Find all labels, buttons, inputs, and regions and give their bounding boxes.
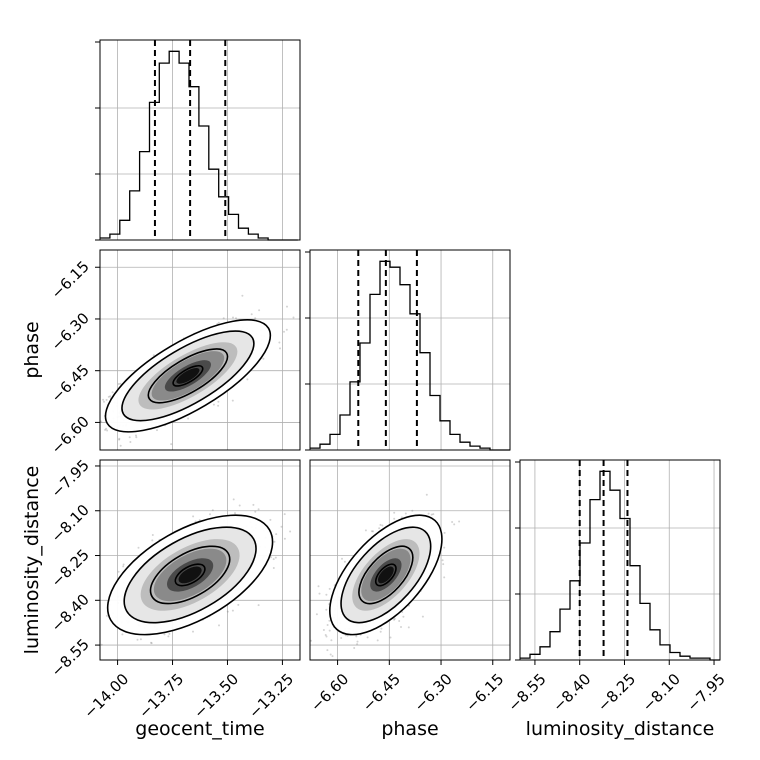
y-tick-label: −6.45: [48, 361, 93, 406]
x-tick-label: −6.60: [307, 670, 352, 715]
x-tick-label: −8.40: [549, 670, 594, 715]
y-tick-label: −6.15: [48, 257, 93, 302]
scatter-panel-geocent_time-phase: [99, 249, 301, 451]
y-axis-label-luminosity_distance: luminosity_distance: [21, 466, 43, 655]
x-axis-label-phase: phase: [381, 718, 438, 740]
x-axis-label-luminosity_distance: luminosity_distance: [526, 718, 715, 740]
y-tick-label: −8.25: [48, 546, 93, 591]
panel-frame: [309, 249, 511, 451]
panel-frame: [99, 249, 301, 451]
x-tick-label: −6.45: [359, 670, 404, 715]
x-axis-label-geocent_time: geocent_time: [135, 718, 264, 740]
y-tick-label: −7.95: [48, 456, 93, 501]
panel-frame: [99, 39, 301, 241]
y-tick-label: −6.60: [48, 413, 93, 458]
x-tick-label: −8.25: [594, 670, 639, 715]
x-tick-label: −6.30: [411, 670, 456, 715]
y-tick-label: −8.40: [48, 590, 93, 635]
y-tick-label: −6.30: [48, 309, 93, 354]
x-tick-label: −8.55: [504, 670, 549, 715]
x-tick-label: −13.75: [135, 670, 187, 722]
density-contours: [106, 514, 274, 636]
y-tick-label: −8.10: [48, 501, 93, 546]
hist-panel-luminosity_distance: [515, 459, 721, 661]
histogram-phase: [310, 260, 510, 451]
hist-panel-geocent_time: [95, 39, 301, 241]
panel-frame: [309, 459, 511, 661]
scatter-panel-phase-luminosity_distance: [309, 459, 511, 661]
y-axis-label-phase: phase: [21, 321, 43, 378]
panel-frame: [99, 459, 301, 661]
panel-frame: [519, 459, 721, 661]
x-tick-label: −13.25: [245, 670, 297, 722]
density-contours: [329, 514, 443, 636]
x-tick-label: −6.15: [462, 670, 507, 715]
y-tick-label: −8.55: [48, 635, 93, 680]
x-tick-label: −7.95: [684, 670, 729, 715]
hist-panel-phase: [305, 249, 511, 451]
histogram-geocent_time: [100, 50, 298, 241]
x-tick-label: −8.10: [639, 670, 684, 715]
histogram-luminosity_distance: [520, 470, 720, 661]
density-contours: [104, 319, 272, 433]
x-tick-label: −13.50: [190, 670, 242, 722]
scatter-panel-geocent_time-luminosity_distance: [99, 459, 301, 661]
x-tick-label: −14.00: [80, 670, 132, 722]
